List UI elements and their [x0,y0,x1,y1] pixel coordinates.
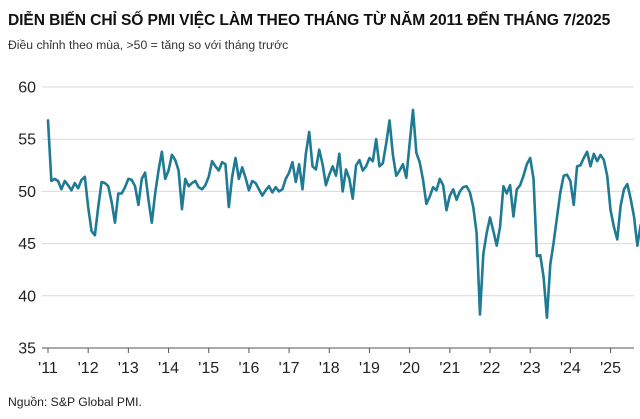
y-tick-label: 40 [18,288,36,305]
x-tick-label: '20 [399,360,420,377]
series-layer [46,108,640,320]
gridlines [42,86,634,297]
y-tick-labels: 35 40 45 50 55 60 [18,80,36,358]
x-tick-label: '11 [38,360,58,377]
x-tick-labels: '11 '12 '13 '14 '15 '16 '17 '18 '19 '20 '21 '22 '23 '… [38,360,621,377]
x-tick-label: '18 [319,360,340,377]
x-tick-label: '22 [480,360,501,377]
y-tick-label: 50 [18,184,36,201]
x-tick-label: '15 [198,360,219,377]
x-tick-label: '14 [158,360,179,377]
x-tick-label: '19 [359,360,380,377]
y-tick-label: 60 [18,80,36,97]
series-line-pmi [46,108,640,320]
x-tick-label: '16 [238,360,259,377]
x-tick-label: '13 [118,360,139,377]
x-tick-label: '12 [78,360,99,377]
chart-subtitle: Điều chỉnh theo mùa, >50 = tăng so với t… [8,38,289,52]
chart-source: Nguồn: S&P Global PMI. [8,395,142,409]
x-tick-label: '23 [520,360,541,377]
chart-title: DIỄN BIẾN CHỈ SỐ PMI VIỆC LÀM THEO THÁNG… [8,12,611,29]
x-tick-label: '17 [279,360,300,377]
x-tick-label: '25 [600,360,621,377]
x-tick-label: '21 [439,360,460,377]
y-tick-label: 55 [18,132,36,149]
y-tick-label: 35 [18,341,36,358]
y-tick-label: 45 [18,236,36,253]
axes [42,347,634,353]
x-tick-label: '24 [560,360,581,377]
